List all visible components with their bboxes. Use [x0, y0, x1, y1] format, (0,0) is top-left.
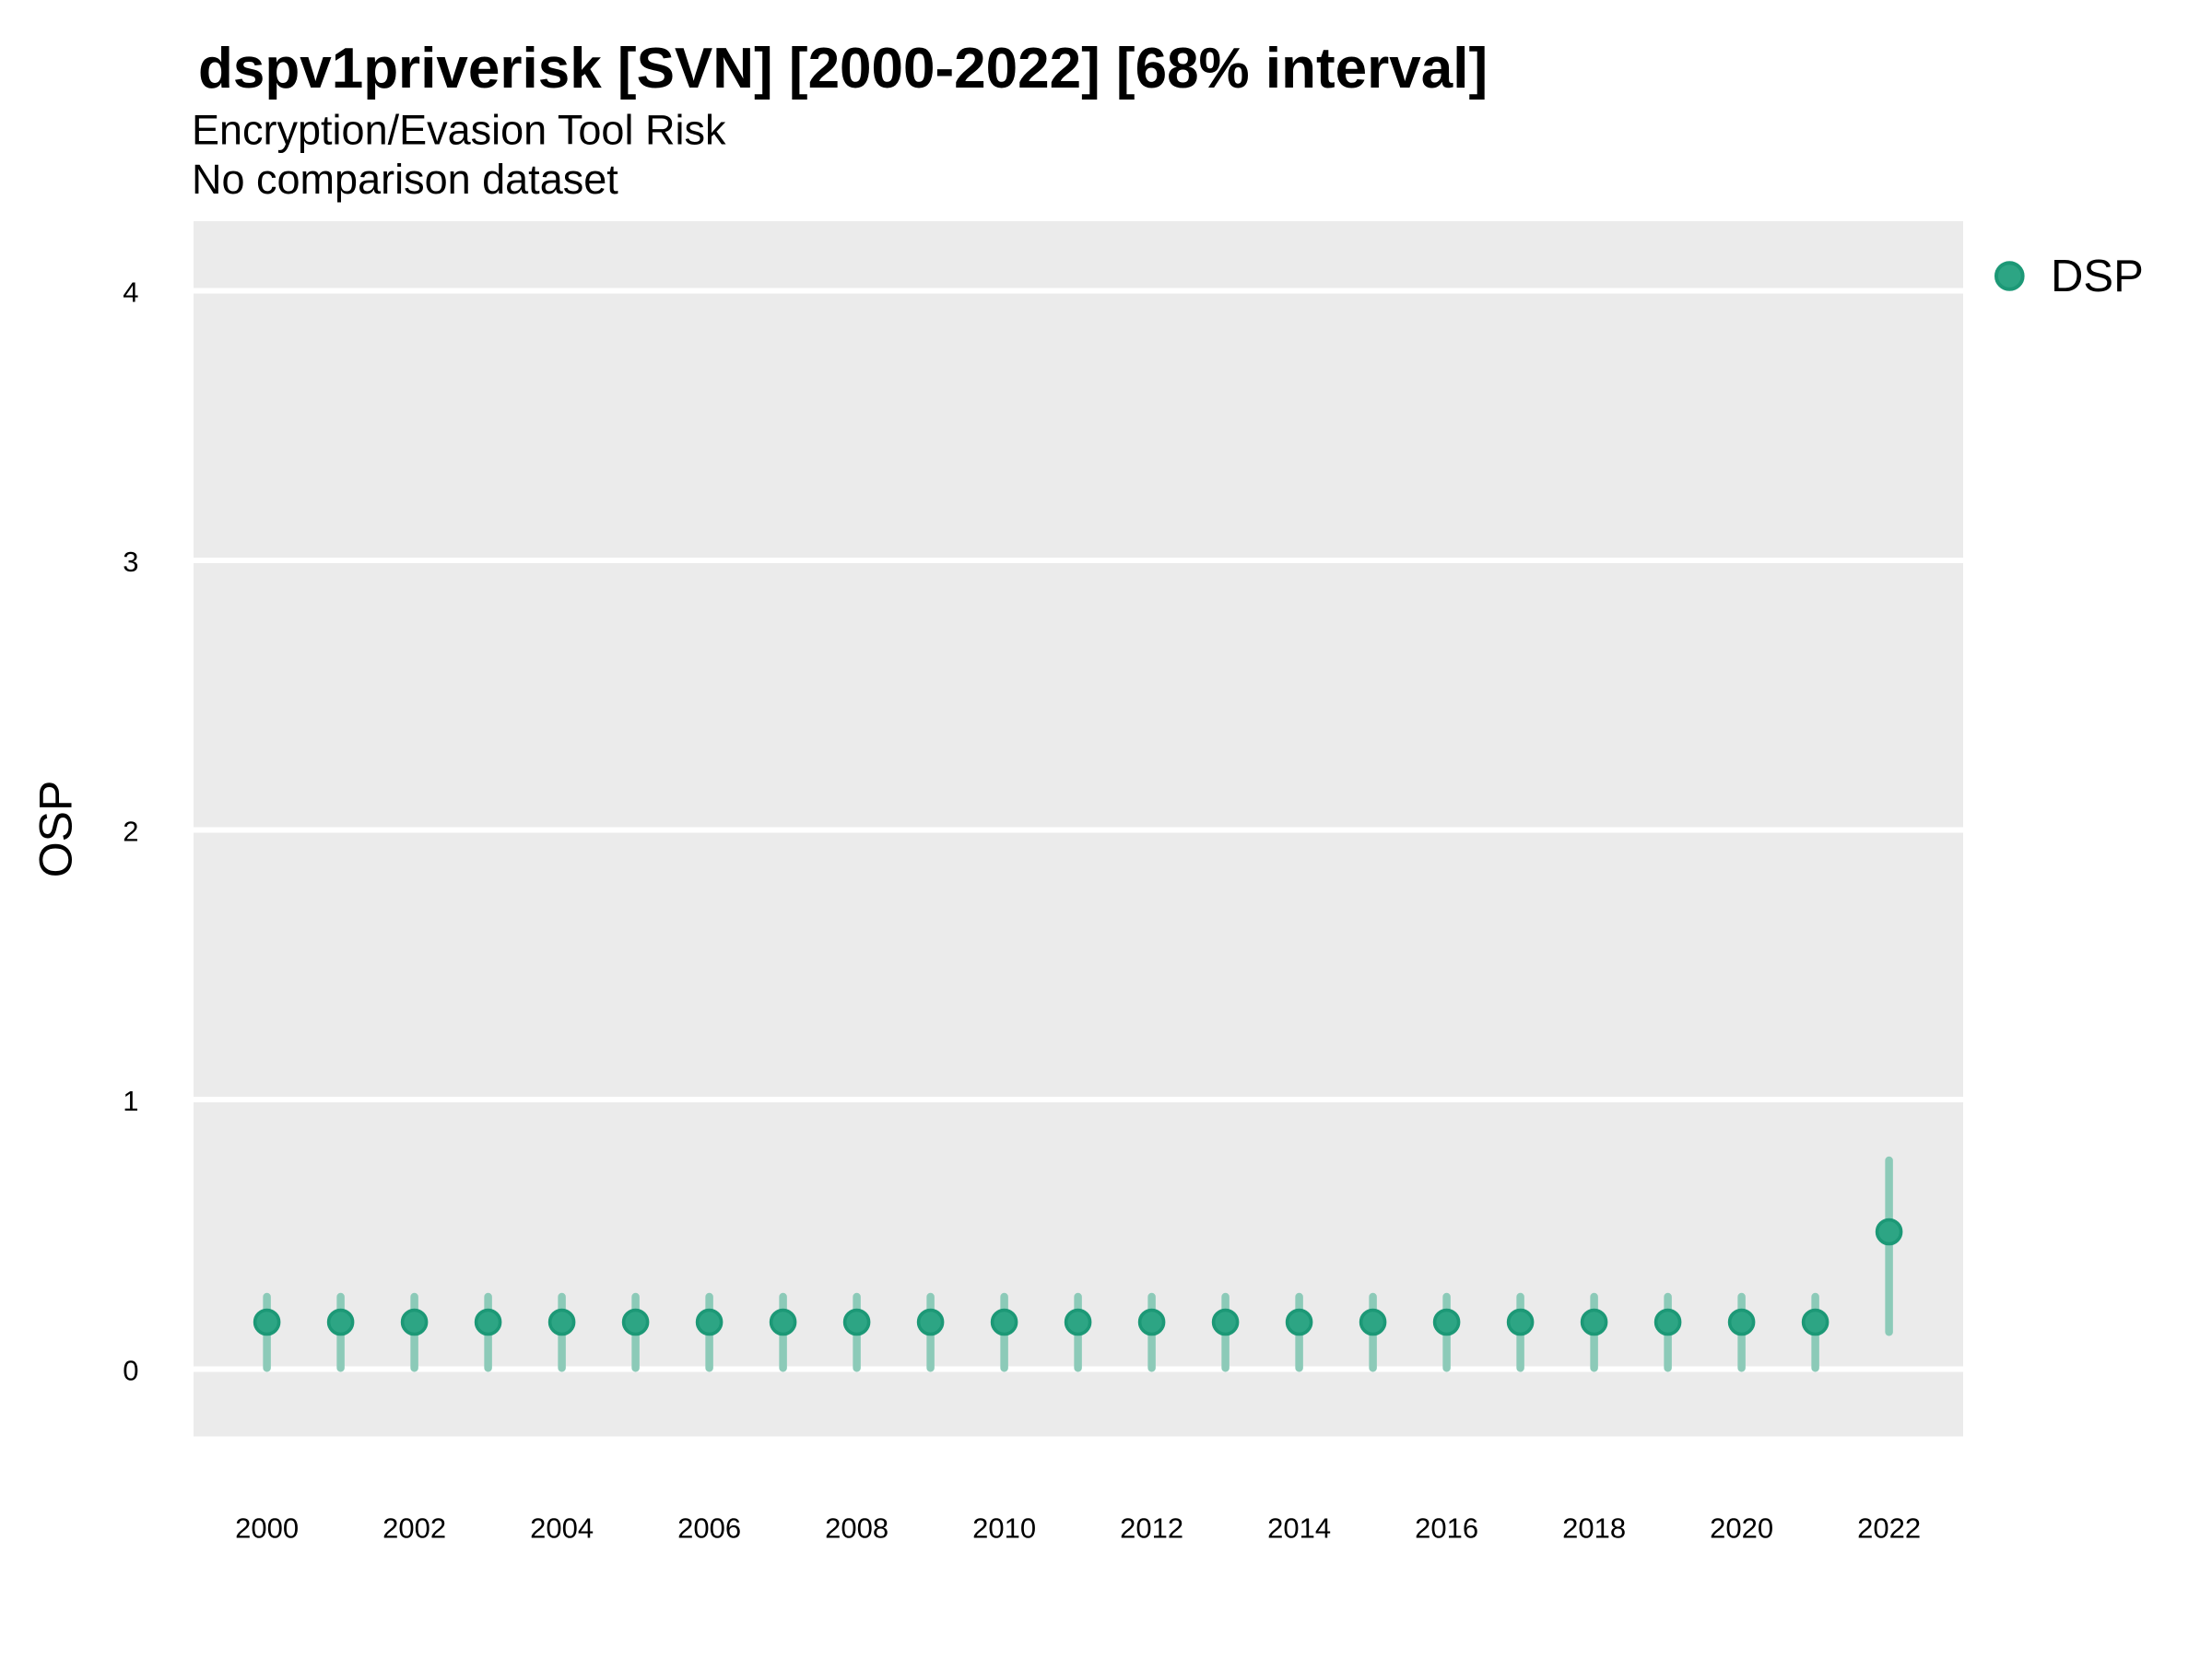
- svg-text:DSP: DSP: [2051, 252, 2144, 301]
- svg-text:2018: 2018: [1562, 1512, 1626, 1545]
- svg-text:2020: 2020: [1710, 1512, 1773, 1545]
- svg-text:2010: 2010: [972, 1512, 1036, 1545]
- svg-text:1: 1: [123, 1085, 138, 1117]
- svg-text:2012: 2012: [1120, 1512, 1183, 1545]
- svg-text:4: 4: [123, 276, 138, 308]
- svg-text:2000: 2000: [235, 1512, 299, 1545]
- svg-text:dspv1priverisk [SVN] [2000-202: dspv1priverisk [SVN] [2000-2022] [68% in…: [198, 37, 1488, 100]
- svg-text:2002: 2002: [382, 1512, 446, 1545]
- svg-text:No comparison dataset: No comparison dataset: [192, 156, 618, 203]
- svg-text:2006: 2006: [677, 1512, 741, 1545]
- svg-text:OSP: OSP: [30, 781, 82, 878]
- svg-text:2022: 2022: [1857, 1512, 1921, 1545]
- svg-text:2016: 2016: [1415, 1512, 1478, 1545]
- svg-text:2004: 2004: [530, 1512, 594, 1545]
- svg-text:2008: 2008: [825, 1512, 888, 1545]
- svg-text:0: 0: [123, 1354, 138, 1386]
- svg-text:2: 2: [123, 815, 138, 847]
- svg-text:2014: 2014: [1267, 1512, 1331, 1545]
- svg-text:Encryption/Evasion Tool Risk: Encryption/Evasion Tool Risk: [192, 107, 726, 154]
- svg-text:3: 3: [123, 546, 138, 578]
